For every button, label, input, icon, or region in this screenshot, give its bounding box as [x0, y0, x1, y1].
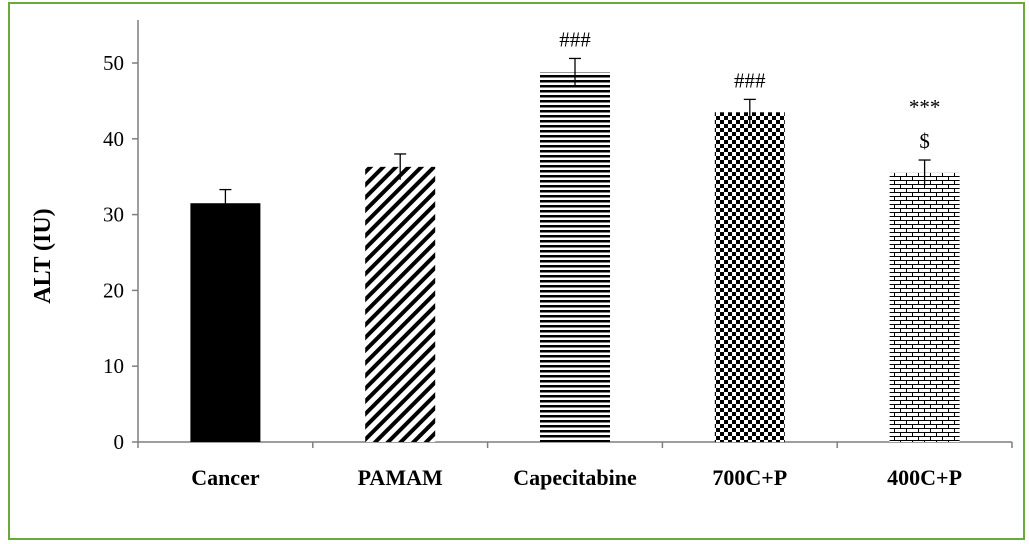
y-tick-label: 20	[103, 278, 124, 302]
x-tick-label: Cancer	[191, 465, 260, 490]
bar-pamam	[365, 166, 436, 442]
chart-border	[8, 2, 1025, 540]
x-tick-label: 700C+P	[712, 465, 787, 490]
y-tick-label: 50	[103, 51, 124, 75]
significance-label: ###	[559, 27, 591, 51]
significance-label: $	[919, 129, 930, 153]
x-tick-label: PAMAM	[358, 465, 443, 490]
error-bars	[219, 57, 931, 217]
y-tick-label: 10	[103, 354, 124, 378]
y-axis-title: ALT (IU)	[30, 208, 56, 303]
bar-cancer	[190, 203, 261, 442]
y-ticks: 0 10 20 30 40 50	[103, 51, 138, 454]
y-tick-label: 40	[103, 127, 124, 151]
bar-capecitabine	[540, 72, 610, 442]
bars	[190, 72, 960, 443]
y-tick-label: 0	[114, 430, 125, 454]
x-tick-label: Capecitabine	[513, 465, 637, 490]
significance-annotations: ### ### *** $	[559, 27, 940, 153]
significance-label: ###	[734, 68, 766, 92]
bar-700c-p	[714, 112, 785, 443]
bar-400c-p	[889, 172, 960, 442]
x-tick-labels: Cancer PAMAM Capecitabine 700C+P 400C+P	[191, 465, 962, 490]
y-tick-label: 30	[103, 203, 124, 227]
significance-label: ***	[909, 95, 941, 119]
x-tick-label: 400C+P	[887, 465, 962, 490]
